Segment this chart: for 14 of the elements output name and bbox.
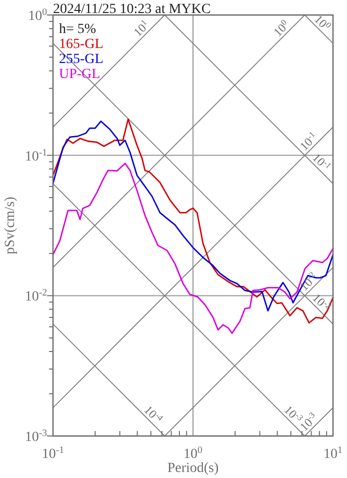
text: 255-GL [59, 52, 104, 67]
x-tick-label: 10$^{0}$ [184, 444, 203, 462]
chart-title: 2024/11/25 10:23 at MYKC [53, 2, 211, 17]
x-tick-label: 10$^{1}$ [324, 444, 343, 462]
x-axis-title: Period(s) [167, 461, 219, 476]
annotation: h= 5% [59, 22, 96, 37]
x-tick-label: 10$^{-1}$ [42, 444, 64, 462]
text: 165-GL [59, 37, 104, 52]
text: UP-GL [59, 67, 100, 82]
y-tick-label: 10$^{-2}$ [24, 287, 48, 305]
y-tick-label: 10$^{0}$ [28, 6, 48, 24]
y-tick-label: 10$^{-1}$ [24, 146, 48, 164]
y-tick-label: 10$^{-3}$ [24, 428, 48, 445]
y-axis-title: pSv(cm/s) [3, 196, 18, 254]
